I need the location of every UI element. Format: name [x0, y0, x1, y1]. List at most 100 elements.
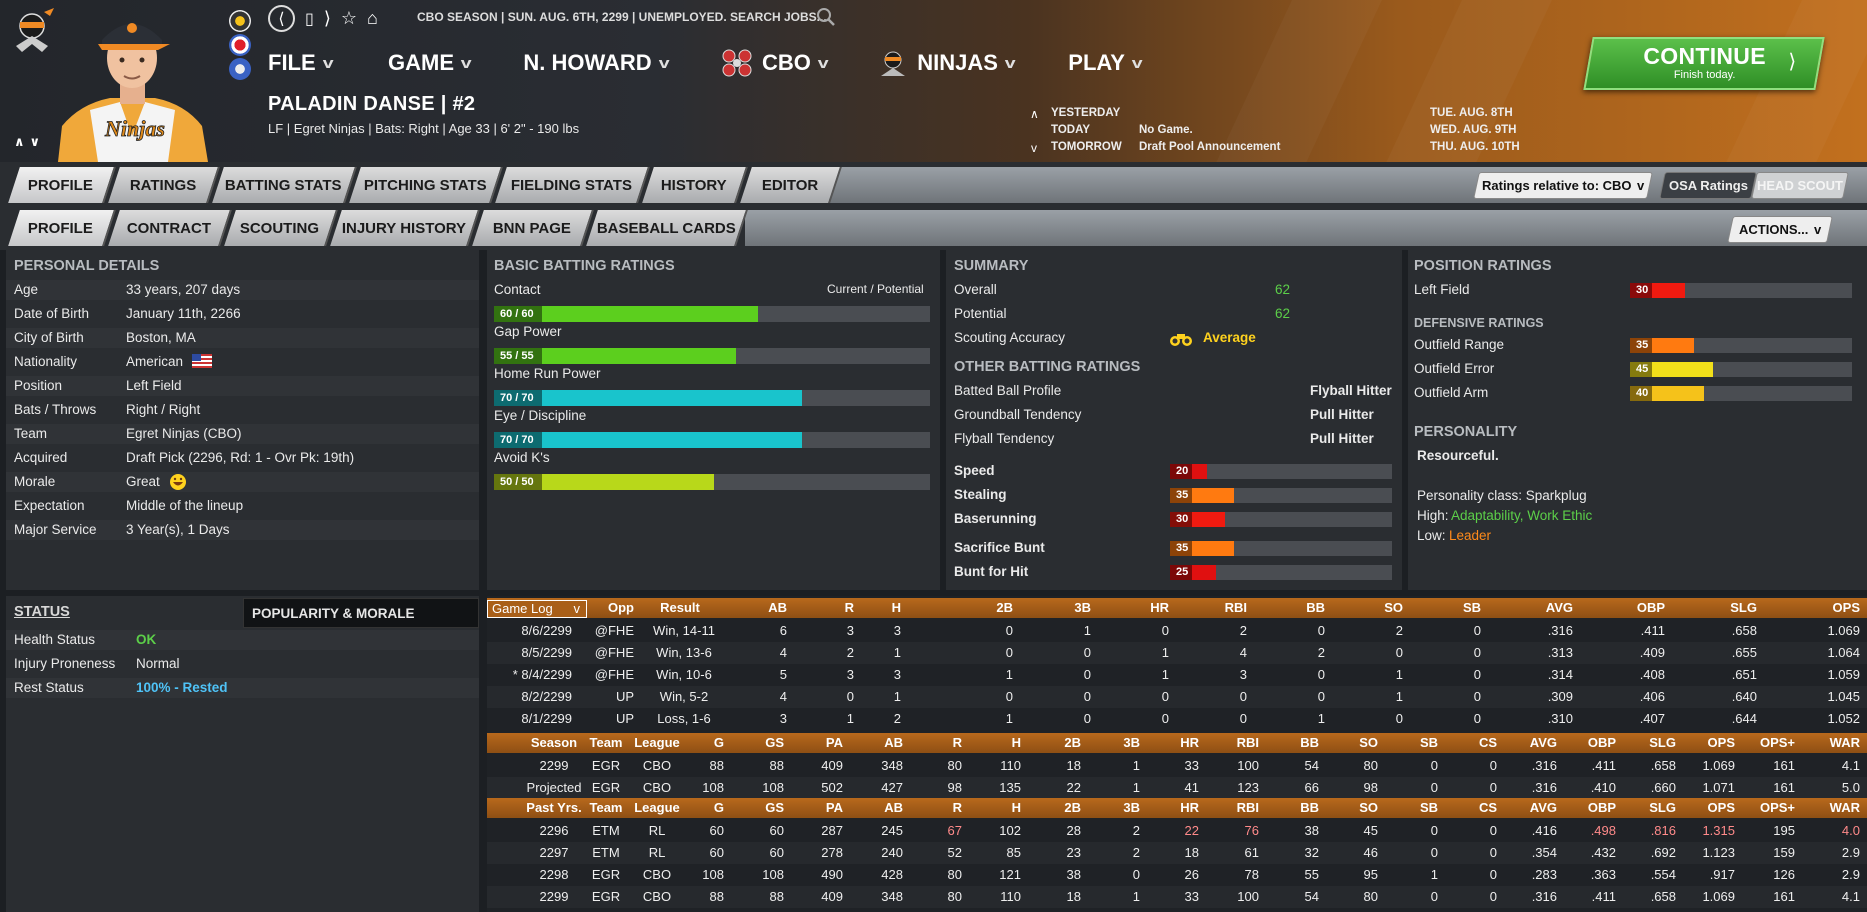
speed-rating-value: 30: [1170, 512, 1192, 527]
game-log-cell: 2: [893, 711, 901, 726]
table-col-header: G: [713, 735, 724, 750]
detail-label: Age: [14, 282, 39, 297]
home-icon[interactable]: ⌂: [366, 8, 378, 28]
game-log-cell: 1: [1161, 645, 1169, 660]
season-table-header: [487, 733, 1867, 753]
table-col-header: League: [634, 800, 680, 815]
table-cell: 2: [1132, 823, 1140, 838]
batting-rating-label: Eye / Discipline: [494, 408, 587, 423]
game-log-cell: 4: [779, 645, 787, 660]
tab-batting-stats[interactable]: BATTING STATS: [212, 167, 357, 203]
game-log-cell: 0: [1005, 623, 1013, 638]
game-log-col-header: HR: [1150, 600, 1169, 615]
tab-profile[interactable]: PROFILE: [8, 167, 116, 203]
table-cell: 80: [947, 758, 962, 773]
league-badge-icon[interactable]: [229, 58, 251, 80]
subtab-baseball-cards[interactable]: BASEBALL CARDS: [586, 210, 748, 246]
menu-file[interactable]: FILE v: [268, 50, 334, 75]
table-cell: 80: [1363, 889, 1378, 904]
table-cell: 88: [769, 758, 784, 773]
table-col-header: 2B: [1064, 800, 1081, 815]
table-cell: .658: [1650, 889, 1676, 904]
status-tab[interactable]: STATUS: [14, 604, 70, 620]
game-log-cell: 0: [1473, 645, 1481, 660]
menu-game[interactable]: GAME v: [388, 50, 472, 75]
schedule-today-value: No Game.: [1139, 124, 1193, 136]
popularity-morale-tab[interactable]: POPULARITY & MORALE: [243, 598, 479, 628]
table-cell: 502: [821, 780, 843, 795]
table-cell: 2298: [539, 867, 569, 882]
game-log-cell: 0: [1317, 667, 1325, 682]
subtab-bnn-page[interactable]: BNN PAGE: [472, 210, 594, 246]
game-log-cell: 2: [1395, 623, 1403, 638]
back-button[interactable]: ⟨: [268, 5, 295, 32]
bookmark-icon[interactable]: ▯: [305, 10, 314, 28]
sub-tab-bar: PROFILE CONTRACT SCOUTING INJURY HISTORY…: [0, 205, 1867, 250]
batting-rating-value: 60 / 60: [494, 306, 542, 322]
menu-team[interactable]: NINJAS v: [877, 48, 1016, 78]
tab-editor[interactable]: EDITOR: [740, 167, 842, 203]
table-cell: 88: [709, 889, 724, 904]
table-cell: EGR: [591, 889, 621, 904]
tab-history[interactable]: HISTORY: [642, 167, 748, 203]
game-log-dropdown[interactable]: Game Log v: [487, 600, 587, 618]
continue-button[interactable]: CONTINUE Finish today. ⟩: [1583, 37, 1825, 90]
ninjas-logo-icon[interactable]: [8, 6, 58, 54]
tab-pitching-stats[interactable]: PITCHING STATS: [349, 167, 503, 203]
schedule-date: WED. AUG. 9TH: [1430, 124, 1517, 136]
menu-play[interactable]: PLAY v: [1068, 50, 1143, 75]
schedule-down-icon[interactable]: v: [1031, 141, 1037, 155]
speed-rating-label: Speed: [954, 463, 995, 478]
stats-panel: [487, 596, 1867, 912]
table-cell: 409: [821, 889, 843, 904]
head-scout-toggle[interactable]: HEAD SCOUT: [1751, 172, 1849, 199]
player-nav-arrows[interactable]: ∧∨: [14, 134, 46, 149]
table-cell: RL: [648, 845, 666, 860]
subtab-injury-history[interactable]: INJURY HISTORY: [330, 210, 480, 246]
season-status-line[interactable]: CBO SEASON | SUN. AUG. 6TH, 2299 | UNEMP…: [417, 10, 827, 24]
tab-fielding-stats[interactable]: FIELDING STATS: [495, 167, 650, 203]
table-cell: 2.9: [1841, 867, 1860, 882]
subtab-contract[interactable]: CONTRACT: [108, 210, 232, 246]
game-log-cell: 0: [1161, 711, 1169, 726]
game-log-cell: 2: [1239, 623, 1247, 638]
tab-ratings[interactable]: RATINGS: [108, 167, 220, 203]
table-col-header: SLG: [1649, 735, 1676, 750]
table-cell: .554: [1650, 867, 1676, 882]
detail-value: Boston, MA: [126, 330, 196, 345]
osa-ratings-toggle[interactable]: OSA Ratings: [1659, 172, 1757, 199]
table-cell: .354: [1531, 845, 1557, 860]
table-col-header: 2B: [1064, 735, 1081, 750]
menu-manager[interactable]: N. HOWARD v: [523, 50, 670, 75]
table-cell: 2296: [539, 823, 569, 838]
schedule-up-icon[interactable]: ∧: [1030, 107, 1039, 121]
subtab-scouting[interactable]: SCOUTING: [224, 210, 338, 246]
table-col-header: HR: [1180, 735, 1199, 750]
table-col-header: AB: [884, 735, 903, 750]
subtab-profile[interactable]: PROFILE: [8, 210, 116, 246]
table-cell: .363: [1590, 867, 1616, 882]
table-cell: 1: [1430, 867, 1438, 882]
game-log-cell: 1: [1005, 667, 1013, 682]
league-badge-icon[interactable]: [229, 10, 251, 32]
game-date: 8/1/2299: [521, 711, 572, 726]
game-log-cell: .411: [1640, 623, 1665, 638]
game-log-cell: 0: [1317, 689, 1325, 704]
forward-button[interactable]: ⟩: [323, 8, 331, 28]
star-icon[interactable]: ☆: [340, 8, 357, 28]
game-log-cell: 1: [1395, 667, 1403, 682]
game-log-cell: 3: [779, 711, 787, 726]
game-log-cell: 1.064: [1827, 645, 1860, 660]
ratings-relative-dropdown[interactable]: Ratings relative to: CBO v: [1473, 172, 1653, 199]
table-col-header: AVG: [1529, 800, 1557, 815]
game-log-cell: 0: [1473, 711, 1481, 726]
game-log-cell: 0: [1005, 689, 1013, 704]
table-cell: 0: [1489, 780, 1497, 795]
table-col-header: 3B: [1123, 800, 1140, 815]
table-cell: CBO: [642, 867, 672, 882]
menu-league[interactable]: CBO v: [720, 48, 829, 78]
search-icon[interactable]: [815, 6, 837, 28]
actions-dropdown[interactable]: ACTIONS... v: [1727, 216, 1833, 243]
league-badge-icon[interactable]: [229, 34, 251, 56]
table-cell: 108: [702, 867, 724, 882]
